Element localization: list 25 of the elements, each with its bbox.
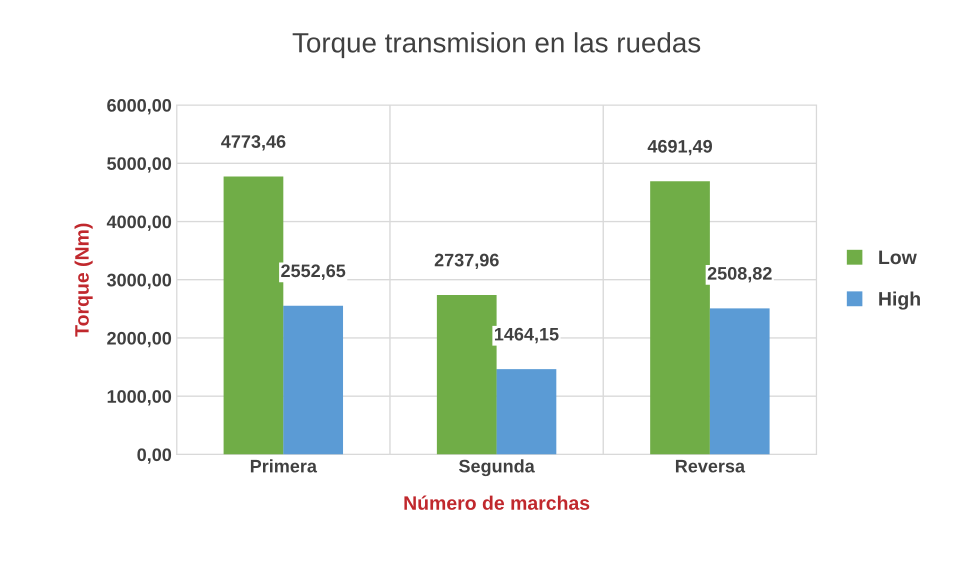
y-tick-label: 2000,00 [107,332,172,348]
chart-title: Torque transmision en las ruedas [292,32,700,58]
legend-label: Low [879,250,917,264]
x-tick-label: Primera [250,459,318,473]
data-label: 1464,15 [494,328,559,344]
data-label: 2552,65 [281,264,346,280]
data-label: 4691,49 [648,140,712,156]
y-tick-label: 4000,00 [106,215,172,231]
x-tick-label: Segunda [459,459,535,476]
data-label: 2508,82 [708,266,772,282]
bar [436,294,497,454]
x-axis-title: Número de marchas [404,495,590,510]
data-label: 2737,96 [434,254,499,270]
y-tick-label: 5000,00 [107,157,172,173]
x-tick-label: Reversa [676,460,746,473]
y-axis-title: Torque (Nm) [74,224,93,337]
bar [283,306,344,454]
bar [710,308,770,454]
y-tick-label: 1000,00 [108,390,172,406]
bar [496,369,556,454]
y-tick-label: 6000,00 [107,99,172,114]
legend-label: High [879,291,920,310]
y-tick-label: 3000,00 [106,274,172,290]
data-label: 4773,46 [221,135,286,151]
y-tick-label: 0,00 [137,448,172,464]
